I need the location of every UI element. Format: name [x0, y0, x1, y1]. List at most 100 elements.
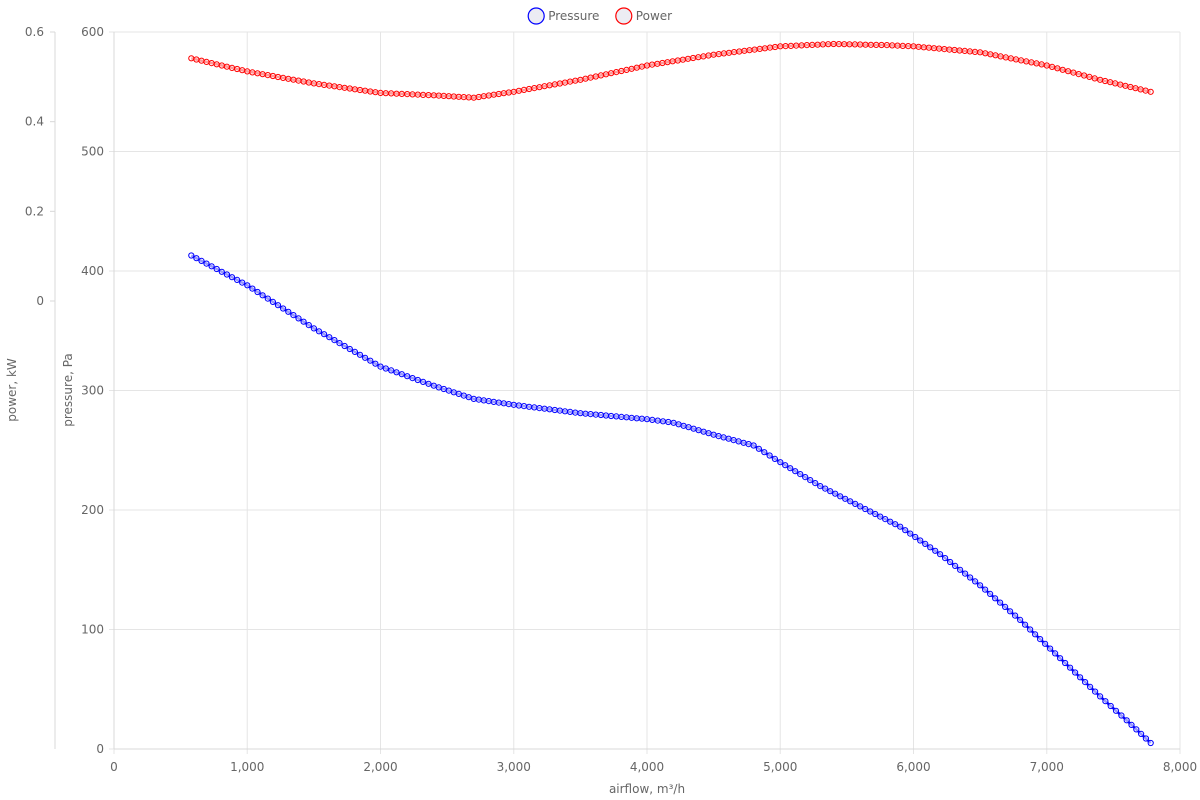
pressure-point	[710, 431, 717, 438]
pressure-point	[577, 410, 584, 417]
power-point	[1122, 82, 1129, 89]
pressure-point	[1138, 730, 1145, 738]
pressure-point	[1032, 631, 1039, 638]
power-point	[618, 67, 625, 75]
power-point	[425, 92, 432, 99]
pressure-point	[1123, 717, 1130, 724]
pressure-point	[500, 400, 507, 407]
power-point	[1065, 68, 1072, 75]
pressure-point	[460, 392, 467, 399]
power-point	[300, 78, 307, 85]
x-tick-label: 4,000	[630, 760, 664, 774]
pressure-point	[917, 537, 924, 544]
pressure-point	[1102, 698, 1109, 705]
power-point	[460, 94, 467, 101]
power-point	[305, 79, 312, 86]
x-tick-label: 7,000	[1030, 760, 1064, 774]
pressure-point	[867, 508, 874, 515]
pressure-point	[445, 387, 452, 394]
pressure-point	[526, 403, 533, 410]
power-point	[602, 71, 610, 78]
power-point	[295, 77, 302, 84]
pressure-point	[932, 547, 939, 554]
pressure-point	[797, 471, 804, 478]
pressure-point	[425, 380, 432, 387]
power-point	[541, 83, 548, 90]
pressure-point	[685, 424, 692, 431]
pressure-point	[761, 449, 768, 456]
pressure-point	[515, 402, 523, 409]
power-point	[1038, 61, 1045, 68]
power-point	[388, 90, 395, 97]
pressure-point	[305, 322, 312, 329]
power-point	[946, 46, 953, 53]
pressure-point	[628, 414, 635, 421]
power-point	[445, 93, 452, 100]
power-point	[736, 48, 743, 55]
pressure-point	[290, 312, 297, 319]
power-point	[1012, 56, 1020, 63]
power-point	[915, 43, 922, 50]
power-point	[987, 51, 994, 58]
pressure-tick-label: 0	[96, 742, 104, 756]
power-point	[1007, 55, 1015, 62]
power-point	[664, 59, 671, 66]
pressure-point	[608, 412, 615, 420]
power-point	[1018, 57, 1025, 64]
pressure-point	[420, 378, 427, 385]
power-point	[440, 92, 447, 100]
power-point	[321, 81, 328, 89]
pressure-point	[1077, 674, 1084, 681]
pressure-point	[715, 433, 722, 440]
power-point	[356, 86, 364, 94]
power-point	[782, 43, 789, 50]
pressure-point	[1072, 669, 1079, 676]
pressure-point	[643, 416, 651, 423]
pressure-point	[510, 401, 517, 408]
power-point	[490, 91, 497, 98]
pressure-point	[351, 348, 358, 355]
power-point	[741, 47, 748, 54]
power-point	[234, 65, 241, 73]
power-point	[259, 71, 266, 78]
power-point	[772, 43, 779, 51]
pressure-point	[832, 490, 839, 497]
power-point	[846, 41, 853, 48]
power-point	[971, 48, 979, 56]
power-point	[961, 47, 968, 55]
pressure-point	[857, 503, 864, 510]
power-point	[218, 62, 225, 69]
power-point	[814, 41, 821, 48]
power-point	[731, 49, 738, 56]
pressure-point	[377, 363, 384, 370]
power-point	[188, 55, 195, 62]
pressure-point	[254, 288, 261, 296]
power-point	[841, 41, 848, 48]
power-point	[669, 58, 676, 65]
pressure-point	[274, 302, 282, 309]
power-point	[480, 93, 487, 100]
power-point	[526, 85, 533, 93]
power-point	[404, 91, 411, 98]
pressure-point	[827, 488, 834, 495]
pressure-point	[1057, 655, 1064, 662]
power-point	[290, 76, 297, 83]
power-point	[208, 60, 215, 67]
pressure-point	[1067, 664, 1074, 671]
pressure-point	[269, 298, 276, 305]
pressure-point	[882, 516, 889, 523]
pressure-point	[326, 334, 333, 341]
pressure-point	[962, 570, 969, 577]
pressure-point	[705, 430, 712, 437]
pressure-point	[942, 555, 949, 562]
power-point	[659, 59, 666, 67]
pressure-tick-label: 400	[81, 264, 104, 278]
power-point	[1023, 58, 1030, 65]
power-point	[455, 93, 462, 100]
power-point	[700, 53, 707, 60]
pressure-point	[465, 394, 472, 401]
pressure-point	[787, 465, 794, 472]
power-point	[213, 61, 220, 68]
pressure-point	[633, 415, 640, 422]
